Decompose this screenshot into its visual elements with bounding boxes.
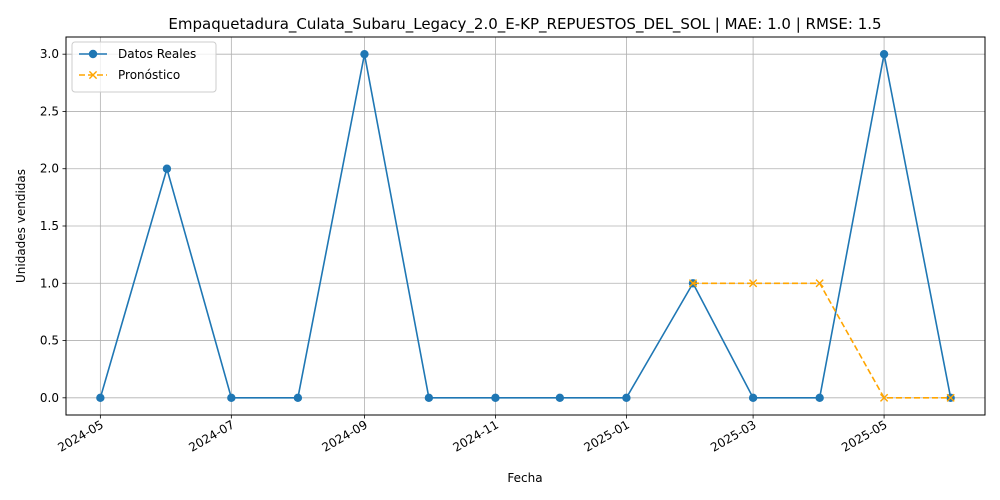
y-tick-label: 0.0 bbox=[40, 391, 59, 405]
series-pronostico bbox=[688, 279, 955, 402]
legend-marker bbox=[88, 49, 98, 59]
data-point bbox=[162, 164, 172, 173]
data-point bbox=[946, 393, 955, 402]
data-point bbox=[96, 393, 105, 403]
legend-label: Pronóstico bbox=[118, 68, 180, 82]
y-axis-label: Unidades vendidas bbox=[14, 169, 28, 283]
y-tick-label: 1.0 bbox=[40, 276, 59, 290]
legend-marker bbox=[88, 70, 98, 80]
grid bbox=[66, 37, 985, 415]
chart-title: Empaquetadura_Culata_Subaru_Legacy_2.0_E… bbox=[168, 15, 881, 34]
series-line bbox=[99, 54, 952, 399]
legend-box bbox=[71, 41, 217, 93]
data-point bbox=[688, 279, 698, 288]
y-tick-label: 2.0 bbox=[40, 162, 59, 176]
data-point bbox=[879, 49, 889, 59]
data-point bbox=[227, 393, 236, 403]
series-layer bbox=[96, 49, 955, 403]
data-point bbox=[749, 279, 758, 288]
y-tick-label: 2.5 bbox=[40, 104, 59, 118]
y-tick-label: 3.0 bbox=[40, 47, 59, 61]
data-point bbox=[879, 393, 889, 402]
data-point bbox=[360, 49, 369, 59]
data-point bbox=[748, 393, 758, 403]
x-axis-label: Fecha bbox=[507, 471, 542, 485]
y-tick-label: 1.5 bbox=[40, 219, 59, 233]
data-point bbox=[555, 393, 565, 403]
data-point bbox=[424, 393, 434, 403]
data-point bbox=[815, 279, 824, 288]
data-point bbox=[293, 393, 303, 403]
legend-label: Datos Reales bbox=[118, 47, 196, 61]
legend: Datos Reales Pronóstico bbox=[71, 41, 217, 93]
y-tick-label: 0.5 bbox=[40, 334, 59, 348]
legend-items: Datos Reales Pronóstico bbox=[79, 47, 196, 82]
data-point bbox=[491, 393, 500, 403]
y-axis-ticks: 0.0 0.5 1.0 1.5 2.0 2.5 3.0 bbox=[40, 47, 66, 405]
data-point bbox=[622, 393, 631, 403]
data-point bbox=[815, 393, 824, 403]
